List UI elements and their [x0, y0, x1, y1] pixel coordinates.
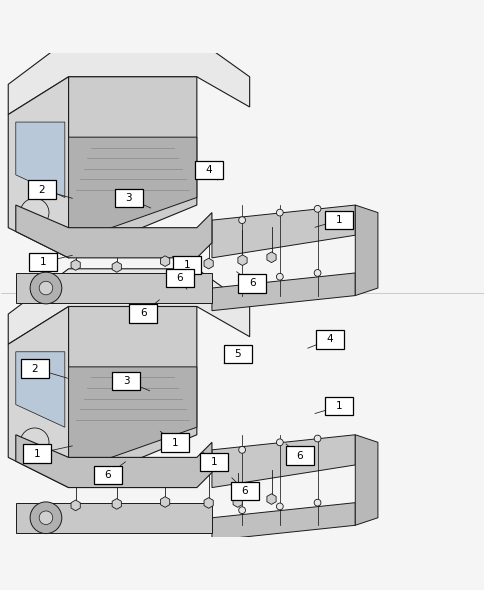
Polygon shape [8, 269, 249, 344]
FancyBboxPatch shape [172, 256, 200, 274]
Polygon shape [8, 39, 249, 114]
Polygon shape [112, 261, 121, 272]
Polygon shape [68, 77, 197, 258]
FancyBboxPatch shape [94, 466, 122, 484]
Circle shape [276, 209, 283, 216]
Text: 1: 1 [335, 215, 342, 225]
Circle shape [238, 507, 245, 514]
FancyBboxPatch shape [129, 304, 157, 323]
FancyBboxPatch shape [238, 274, 266, 293]
Polygon shape [266, 494, 275, 504]
Text: 1: 1 [33, 448, 40, 458]
Circle shape [314, 499, 320, 506]
Text: 1: 1 [335, 401, 342, 411]
Text: 1: 1 [40, 257, 46, 267]
Polygon shape [238, 255, 246, 266]
FancyBboxPatch shape [23, 444, 51, 463]
Polygon shape [160, 497, 169, 507]
Polygon shape [16, 205, 212, 258]
Circle shape [314, 270, 320, 276]
FancyBboxPatch shape [28, 181, 56, 199]
Polygon shape [16, 352, 65, 427]
Polygon shape [16, 503, 212, 533]
Polygon shape [212, 435, 355, 487]
Polygon shape [8, 307, 68, 487]
FancyBboxPatch shape [29, 253, 57, 271]
FancyBboxPatch shape [160, 433, 188, 452]
Circle shape [276, 503, 283, 510]
FancyBboxPatch shape [165, 269, 193, 287]
Polygon shape [355, 435, 377, 525]
Circle shape [238, 277, 245, 284]
Text: 3: 3 [123, 376, 130, 386]
FancyBboxPatch shape [20, 359, 48, 378]
Polygon shape [212, 503, 355, 540]
Text: 1: 1 [211, 457, 217, 467]
FancyBboxPatch shape [285, 447, 313, 465]
Circle shape [30, 502, 61, 533]
Polygon shape [16, 435, 212, 487]
Circle shape [39, 281, 53, 295]
Circle shape [276, 439, 283, 445]
Polygon shape [160, 256, 169, 267]
FancyBboxPatch shape [325, 397, 352, 415]
Text: 6: 6 [296, 451, 302, 461]
Polygon shape [355, 205, 377, 296]
Polygon shape [112, 499, 121, 509]
Polygon shape [233, 497, 242, 507]
FancyBboxPatch shape [115, 189, 143, 208]
Text: 6: 6 [140, 309, 146, 319]
Text: 6: 6 [176, 273, 182, 283]
Circle shape [314, 435, 320, 442]
FancyBboxPatch shape [223, 345, 251, 363]
FancyBboxPatch shape [325, 211, 352, 230]
Text: 1: 1 [183, 260, 190, 270]
Polygon shape [212, 273, 355, 311]
Polygon shape [68, 367, 197, 473]
Polygon shape [71, 500, 80, 511]
Polygon shape [68, 307, 197, 487]
FancyBboxPatch shape [194, 161, 222, 179]
Circle shape [238, 217, 245, 224]
FancyBboxPatch shape [200, 453, 228, 471]
Circle shape [20, 198, 49, 227]
Polygon shape [204, 258, 213, 269]
Circle shape [20, 428, 49, 457]
Polygon shape [204, 497, 213, 508]
Text: 2: 2 [38, 185, 45, 195]
Circle shape [238, 447, 245, 453]
Circle shape [39, 511, 53, 525]
Text: 6: 6 [241, 486, 248, 496]
Circle shape [276, 273, 283, 280]
Polygon shape [266, 252, 275, 263]
Text: 3: 3 [125, 194, 132, 204]
Circle shape [30, 272, 61, 304]
Text: 6: 6 [105, 470, 111, 480]
Text: 1: 1 [171, 438, 178, 447]
Circle shape [314, 205, 320, 212]
Text: 5: 5 [234, 349, 241, 359]
Polygon shape [71, 260, 80, 270]
Text: 6: 6 [248, 278, 255, 289]
FancyBboxPatch shape [315, 330, 343, 349]
Text: 2: 2 [31, 363, 38, 373]
Text: 4: 4 [326, 335, 332, 345]
Polygon shape [8, 77, 68, 258]
Polygon shape [68, 137, 197, 242]
FancyBboxPatch shape [230, 481, 258, 500]
Polygon shape [212, 205, 355, 258]
Polygon shape [16, 273, 212, 303]
FancyBboxPatch shape [112, 372, 140, 390]
Polygon shape [16, 122, 65, 198]
Text: 4: 4 [205, 165, 212, 175]
